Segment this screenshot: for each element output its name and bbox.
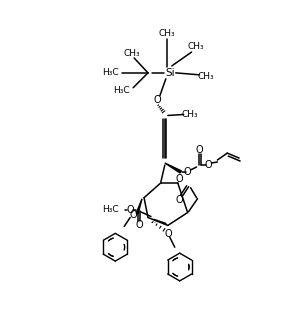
Text: ···: ··· (149, 219, 157, 228)
Text: CH₃: CH₃ (197, 72, 214, 81)
Text: H₃C: H₃C (113, 86, 130, 95)
Text: CH₃: CH₃ (181, 110, 198, 119)
Text: O: O (176, 174, 184, 184)
Text: CH₃: CH₃ (159, 29, 175, 38)
Text: O: O (184, 167, 192, 177)
Text: O: O (176, 195, 184, 205)
Polygon shape (165, 163, 181, 173)
Text: Si: Si (165, 68, 175, 78)
Text: O: O (129, 210, 137, 219)
Text: O: O (196, 145, 203, 155)
Text: CH₃: CH₃ (187, 41, 204, 51)
Text: O: O (164, 229, 172, 239)
Text: H₃C: H₃C (102, 68, 118, 77)
Text: O: O (153, 95, 161, 105)
Text: O: O (126, 205, 134, 215)
Text: O: O (205, 160, 212, 170)
Text: CH₃: CH₃ (124, 49, 140, 58)
Text: H₃C: H₃C (102, 205, 118, 214)
Polygon shape (136, 199, 142, 214)
Text: O: O (135, 220, 143, 230)
